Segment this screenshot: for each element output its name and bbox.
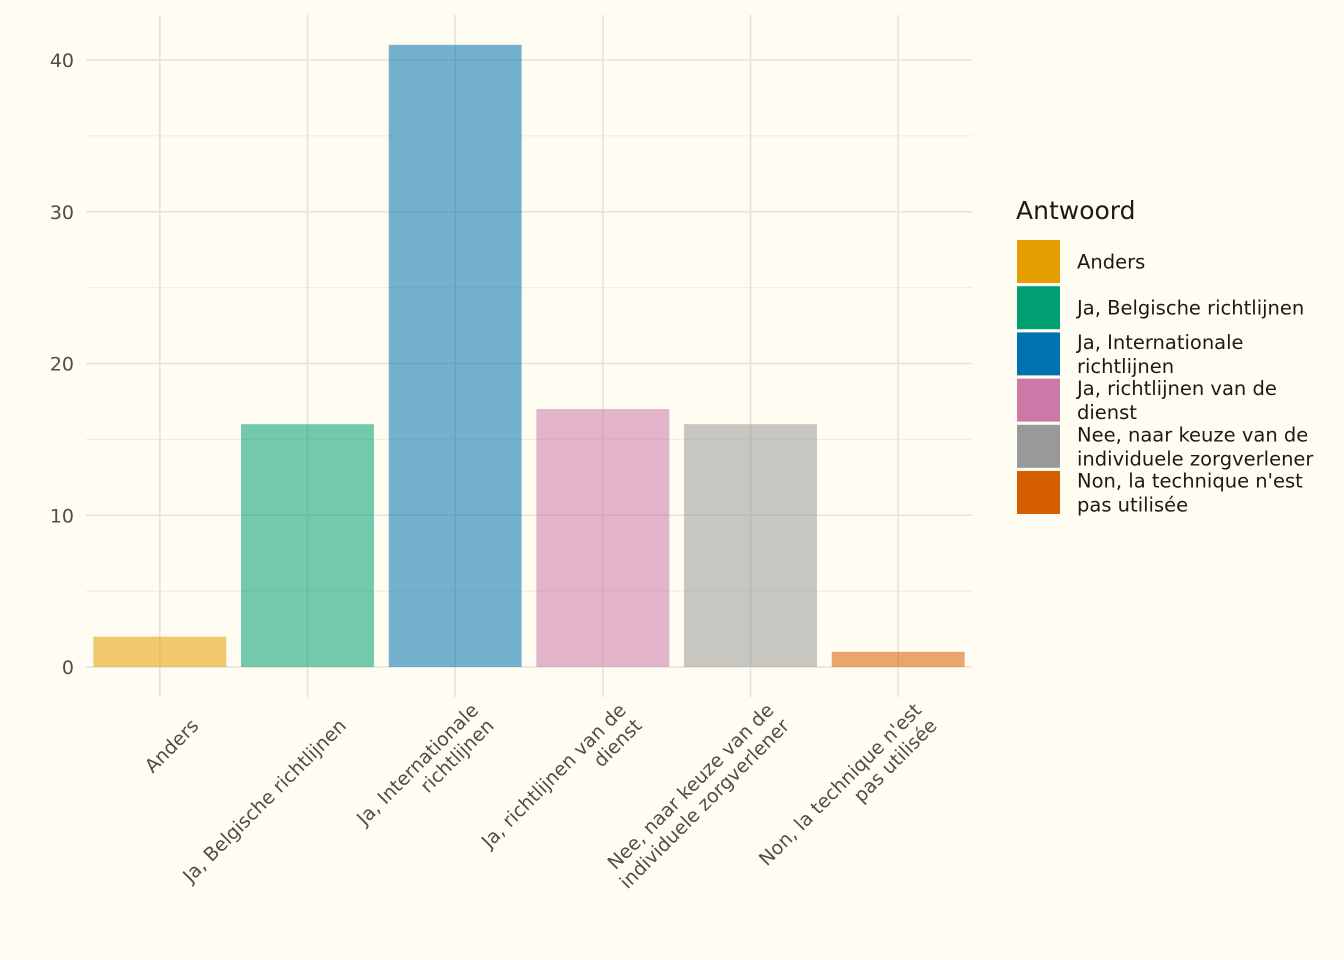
y-tick-label: 0 [62,657,74,679]
legend: Antwoord Anders Ja, Belgische richtlijnen… [1016,196,1314,517]
legend-label: Ja, Belgische richtlijnen [1075,297,1304,320]
legend-key [1017,471,1060,514]
legend-label: Non, la technique n'est pas utilisée [1077,470,1303,517]
x-tick-label: Anders [141,715,204,778]
y-tick-label: 40 [50,50,74,72]
legend-label: Ja, Internationale richtlijnen [1075,331,1244,378]
x-tick-label: Ja, Internationalerichtlijnen [352,699,499,846]
legend-label: Nee, naar keuze van de individuele zorgve… [1077,423,1314,470]
legend-key [1017,332,1060,376]
bar [93,636,227,667]
bar [684,424,817,667]
bar [241,424,374,667]
legend-label: Anders [1077,251,1145,274]
x-tick-label: Ja, Belgische richtlijnen [178,715,351,888]
legend-key [1017,286,1060,330]
bar [831,651,965,667]
grid-lines [86,15,972,697]
bars [93,44,965,667]
legend-key [1017,240,1060,283]
y-tick-label: 30 [50,202,74,224]
legend-key [1017,378,1060,422]
y-tick-label: 20 [50,354,74,376]
bar [388,44,522,667]
bar [536,409,670,667]
y-axis: 0 10 20 30 40 [50,50,74,679]
legend-label: Ja, richtlijnen van de dienst [1075,377,1277,424]
legend-key [1017,424,1060,468]
legend-title: Antwoord [1016,196,1136,225]
y-tick-label: 10 [50,505,74,527]
